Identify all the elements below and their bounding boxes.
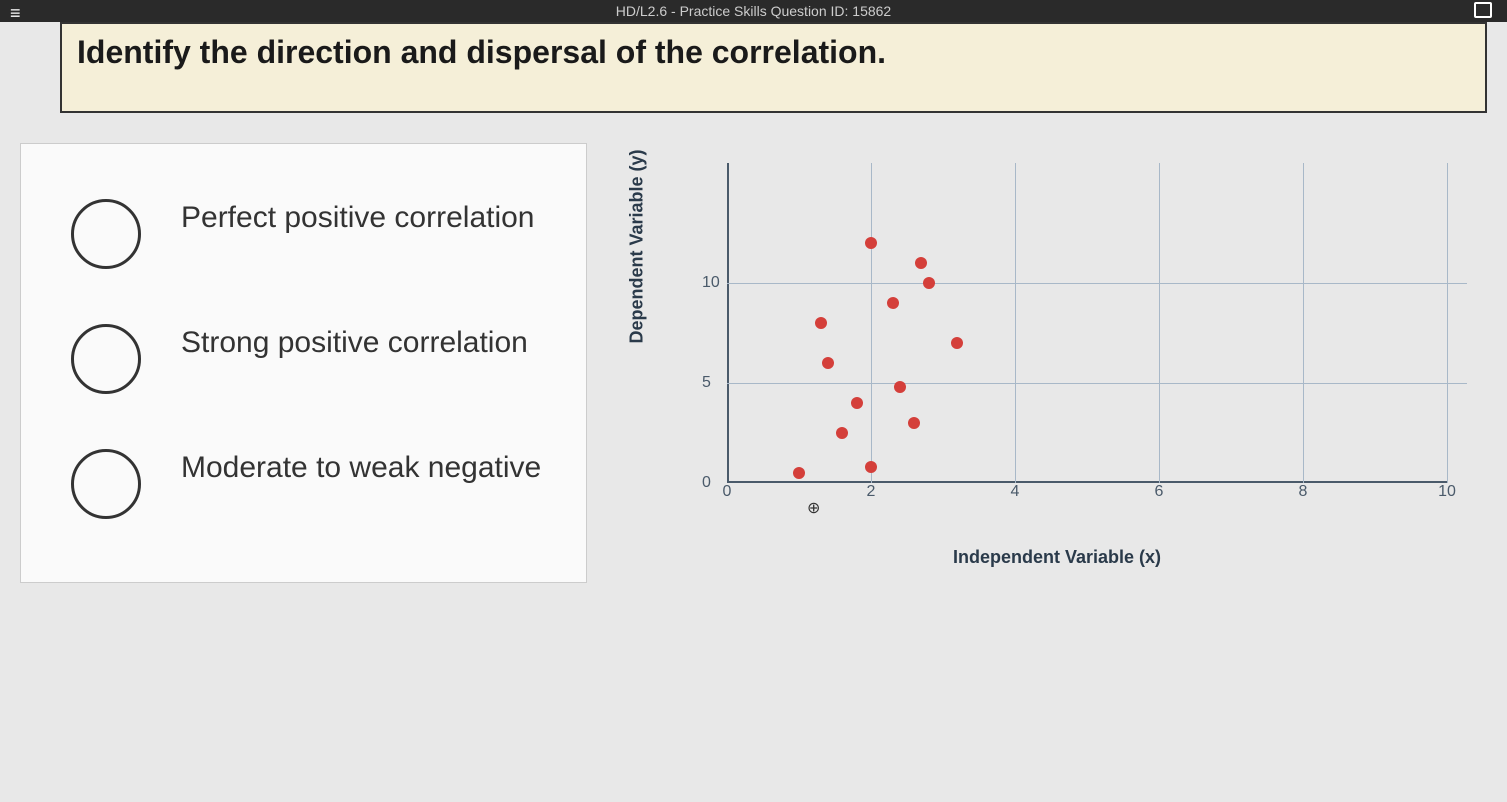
x-tick-label: 2 bbox=[867, 483, 876, 501]
option-row[interactable]: Perfect positive correlation bbox=[71, 194, 556, 269]
x-axis-line bbox=[727, 481, 1447, 483]
gridline-vertical bbox=[1447, 163, 1448, 483]
scatter-point bbox=[908, 417, 920, 429]
scatter-point bbox=[894, 381, 906, 393]
radio-button[interactable] bbox=[71, 199, 141, 269]
plot-area bbox=[727, 183, 1447, 483]
radio-button[interactable] bbox=[71, 324, 141, 394]
scatter-point bbox=[865, 237, 877, 249]
scatter-point bbox=[815, 317, 827, 329]
scatter-point bbox=[793, 467, 805, 479]
option-row[interactable]: Moderate to weak negative bbox=[71, 444, 556, 519]
y-tick-label: 0 bbox=[702, 474, 711, 492]
y-axis-line bbox=[727, 163, 729, 483]
scatter-point bbox=[951, 337, 963, 349]
x-tick-label: 4 bbox=[1011, 483, 1020, 501]
question-prompt: Identify the direction and dispersal of … bbox=[60, 22, 1487, 113]
content-area: Perfect positive correlation Strong posi… bbox=[0, 143, 1507, 583]
y-tick-label: 10 bbox=[702, 274, 720, 292]
option-label: Moderate to weak negative bbox=[181, 444, 541, 492]
y-axis-label: Dependent Variable (y) bbox=[627, 149, 648, 343]
option-row[interactable]: Strong positive correlation bbox=[71, 319, 556, 394]
gridline-horizontal bbox=[727, 283, 1467, 284]
gridline-horizontal bbox=[727, 383, 1467, 384]
gridline-vertical bbox=[871, 163, 872, 483]
answer-options-panel: Perfect positive correlation Strong posi… bbox=[20, 143, 587, 583]
top-bar: ≡ HD/L2.6 - Practice Skills Question ID:… bbox=[0, 0, 1507, 22]
x-tick-label: 6 bbox=[1155, 483, 1164, 501]
monitor-icon[interactable] bbox=[1474, 2, 1492, 18]
scatter-point bbox=[822, 357, 834, 369]
scatter-point bbox=[923, 277, 935, 289]
gridline-vertical bbox=[1303, 163, 1304, 483]
x-tick-label: 0 bbox=[723, 483, 732, 501]
option-label: Strong positive correlation bbox=[181, 319, 528, 367]
x-tick-label: 8 bbox=[1299, 483, 1308, 501]
radio-button[interactable] bbox=[71, 449, 141, 519]
scatter-point bbox=[836, 427, 848, 439]
breadcrumb: HD/L2.6 - Practice Skills Question ID: 1… bbox=[616, 3, 891, 19]
zoom-cursor-icon: ⊕ bbox=[807, 498, 820, 518]
scatter-chart: Dependent Variable (y) Independent Varia… bbox=[647, 173, 1467, 553]
gridline-vertical bbox=[1159, 163, 1160, 483]
x-axis-label: Independent Variable (x) bbox=[953, 547, 1161, 568]
gridline-vertical bbox=[1015, 163, 1016, 483]
scatter-point bbox=[851, 397, 863, 409]
chart-panel: Dependent Variable (y) Independent Varia… bbox=[627, 143, 1487, 583]
scatter-point bbox=[915, 257, 927, 269]
scatter-point bbox=[865, 461, 877, 473]
hamburger-menu-icon[interactable]: ≡ bbox=[10, 3, 21, 24]
scatter-point bbox=[887, 297, 899, 309]
y-tick-label: 5 bbox=[702, 374, 711, 392]
x-tick-label: 10 bbox=[1438, 483, 1456, 501]
option-label: Perfect positive correlation bbox=[181, 194, 535, 242]
